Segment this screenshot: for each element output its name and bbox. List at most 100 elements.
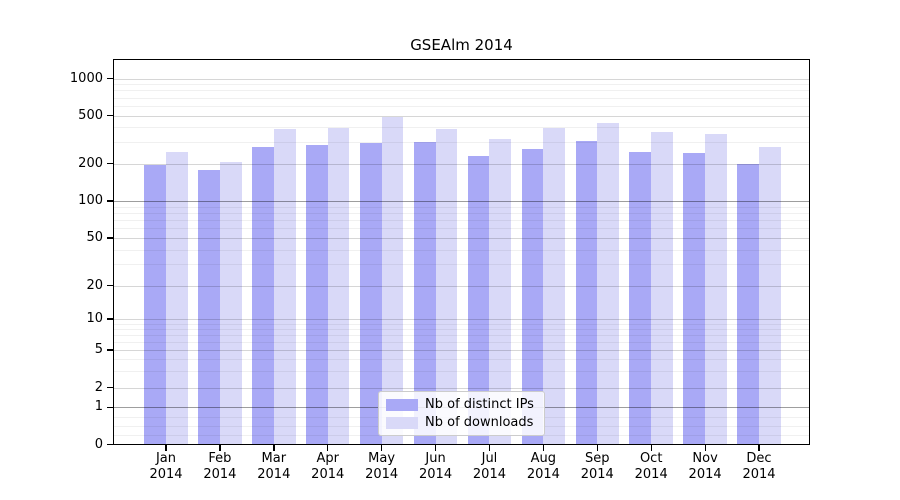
- y-tick-mark-500: [107, 114, 113, 117]
- y-tick-mark-2: [107, 386, 113, 389]
- x-tick-mark-4: [327, 444, 329, 451]
- bar-nb-of-downloads-apr-2014: [327, 128, 350, 445]
- legend-swatch-distinct-ips: [386, 398, 418, 411]
- bar-nb-of-downloads-jan-2014: [166, 151, 188, 445]
- x-tick-label-sep-2014: Sep 2014: [567, 451, 627, 482]
- y-tick-label-1000: 1000: [69, 70, 103, 86]
- y-tick-mark-1: [107, 406, 113, 408]
- x-tick-label-line: 2014: [149, 466, 183, 482]
- major-gridline-50: [113, 238, 810, 239]
- minor-gridline: [113, 127, 810, 129]
- x-tick-label-line: 2014: [472, 466, 506, 482]
- x-tick-label-line: 2014: [526, 466, 560, 482]
- x-tick-mark-1: [165, 444, 167, 451]
- bar-nb-of-downloads-sep-2014: [597, 122, 619, 445]
- legend-item-distinct-ips: Nb of distinct IPs: [386, 397, 537, 412]
- major-gridline-20: [113, 285, 810, 287]
- x-tick-mark-2: [219, 444, 221, 451]
- bar-nb-of-distinct-ips-oct-2014: [629, 152, 652, 445]
- x-tick-label-line: Jan: [155, 451, 177, 466]
- y-tick-mark-0: [107, 443, 113, 446]
- chart-title: GSEAlm 2014: [410, 36, 513, 54]
- minor-gridline: [113, 264, 810, 266]
- minor-gridline: [113, 328, 810, 330]
- x-tick-mark-8: [542, 444, 545, 451]
- x-tick-mark-9: [596, 444, 598, 451]
- x-tick-label-line: Jul: [481, 451, 498, 466]
- y-tick-label-200: 200: [78, 155, 103, 171]
- y-tick-label-1: 1: [94, 399, 103, 415]
- y-tick-label-100: 100: [78, 193, 103, 208]
- bar-nb-of-distinct-ips-dec-2014: [737, 163, 759, 445]
- bar-nb-of-downloads-oct-2014: [651, 132, 673, 445]
- major-gridline-100: [113, 201, 810, 202]
- bar-nb-of-downloads-mar-2014: [273, 128, 296, 445]
- x-tick-label-line: 2014: [688, 466, 722, 482]
- major-gridline-5: [113, 350, 810, 351]
- y-tick-mark-1000: [107, 77, 113, 80]
- x-tick-label-nov-2014: Nov 2014: [675, 451, 735, 482]
- x-tick-label-line: May: [368, 451, 396, 466]
- minor-gridline: [113, 212, 810, 214]
- x-tick-label-may-2014: May 2014: [352, 451, 412, 482]
- bar-nb-of-distinct-ips-jul-2014: [467, 156, 490, 445]
- x-tick-mark-10: [650, 444, 652, 451]
- y-tick-label-50: 50: [86, 230, 103, 245]
- y-tick-mark-50: [107, 237, 113, 239]
- y-tick-mark-10: [107, 318, 113, 320]
- bar-nb-of-distinct-ips-sep-2014: [575, 141, 598, 445]
- major-gridline-2: [113, 387, 810, 389]
- bar-nb-of-downloads-may-2014: [381, 116, 404, 445]
- bar-nb-of-downloads-nov-2014: [705, 134, 727, 445]
- major-gridline-500: [113, 115, 810, 117]
- x-tick-label-feb-2014: Feb 2014: [190, 451, 250, 482]
- x-tick-label-line: 2014: [580, 466, 614, 482]
- y-tick-mark-200: [107, 163, 113, 165]
- major-gridline-1000: [113, 78, 810, 80]
- x-tick-label-line: 2014: [203, 466, 237, 482]
- bar-nb-of-distinct-ips-mar-2014: [252, 146, 274, 445]
- x-tick-label-aug-2014: Aug 2014: [513, 451, 573, 482]
- x-tick-label-line: Oct: [639, 451, 663, 466]
- x-tick-label-line: Aug: [530, 451, 557, 466]
- x-tick-mark-11: [704, 444, 706, 451]
- y-tick-label-20: 20: [86, 277, 103, 293]
- x-tick-label-apr-2014: Apr 2014: [298, 451, 358, 482]
- x-tick-label-line: Dec: [746, 451, 772, 466]
- x-tick-label-dec-2014: Dec 2014: [729, 451, 789, 482]
- y-tick-mark-100: [107, 200, 113, 202]
- minor-gridline: [113, 359, 810, 361]
- x-tick-label-line: Feb: [208, 451, 232, 466]
- x-tick-label-oct-2014: Oct 2014: [621, 451, 681, 482]
- major-gridline-10: [113, 319, 810, 320]
- bar-nb-of-distinct-ips-jun-2014: [413, 142, 436, 445]
- y-tick-label-10: 10: [86, 311, 103, 326]
- bar-nb-of-distinct-ips-apr-2014: [306, 145, 328, 445]
- x-tick-label-line: 2014: [742, 466, 776, 482]
- y-tick-label-500: 500: [78, 107, 103, 123]
- legend: Nb of distinct IPs Nb of downloads: [378, 391, 545, 436]
- x-tick-label-jan-2014: Jan 2014: [136, 451, 196, 482]
- x-tick-label-line: Nov: [692, 451, 718, 466]
- x-tick-label-line: 2014: [419, 466, 453, 482]
- x-tick-label-line: Sep: [585, 451, 610, 466]
- x-tick-label-mar-2014: Mar 2014: [244, 451, 304, 482]
- bar-nb-of-distinct-ips-jan-2014: [144, 164, 166, 445]
- x-tick-mark-7: [488, 444, 491, 451]
- x-tick-mark-12: [758, 444, 760, 451]
- x-tick-label-jul-2014: Jul 2014: [459, 451, 519, 482]
- x-tick-mark-3: [273, 444, 275, 451]
- x-tick-label-line: Apr: [316, 451, 339, 466]
- y-tick-label-2: 2: [94, 379, 103, 395]
- y-tick-mark-5: [107, 349, 113, 351]
- bar-nb-of-distinct-ips-nov-2014: [683, 152, 706, 445]
- bar-nb-of-downloads-jul-2014: [489, 139, 512, 445]
- minor-gridline: [113, 228, 810, 230]
- x-tick-label-line: 2014: [634, 466, 668, 482]
- bar-nb-of-distinct-ips-aug-2014: [521, 149, 544, 445]
- y-tick-mark-20: [107, 284, 113, 287]
- bar-nb-of-downloads-aug-2014: [543, 127, 566, 445]
- minor-gridline: [113, 206, 810, 208]
- minor-gridline: [113, 370, 810, 372]
- x-tick-label-line: Jun: [425, 451, 446, 466]
